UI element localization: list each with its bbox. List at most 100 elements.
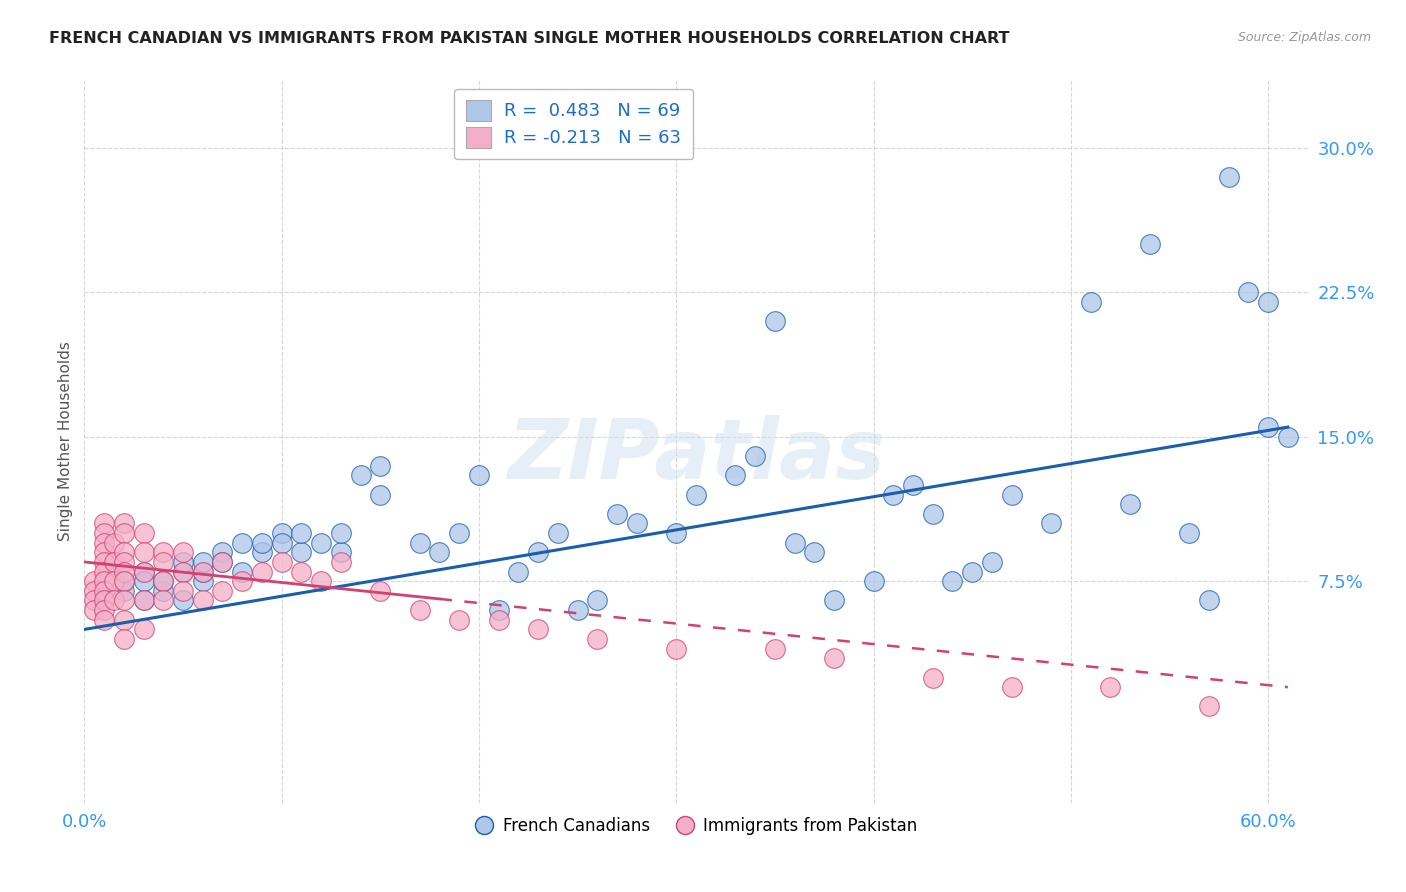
Point bbox=[763, 314, 786, 328]
Point bbox=[132, 593, 155, 607]
Point bbox=[329, 545, 352, 559]
Point bbox=[191, 574, 214, 589]
Point bbox=[1198, 699, 1220, 714]
Point bbox=[527, 545, 550, 559]
Point bbox=[921, 507, 943, 521]
Point bbox=[93, 583, 115, 598]
Point bbox=[132, 593, 155, 607]
Point bbox=[103, 535, 125, 549]
Point bbox=[429, 545, 451, 559]
Point bbox=[152, 555, 174, 569]
Point bbox=[250, 565, 273, 579]
Point bbox=[508, 565, 530, 579]
Point bbox=[83, 593, 105, 607]
Point bbox=[211, 583, 233, 598]
Point bbox=[211, 555, 233, 569]
Point bbox=[270, 535, 292, 549]
Point bbox=[112, 526, 135, 541]
Point bbox=[1099, 680, 1122, 694]
Point bbox=[211, 545, 233, 559]
Point bbox=[132, 565, 155, 579]
Point bbox=[941, 574, 963, 589]
Point bbox=[93, 555, 115, 569]
Point bbox=[270, 555, 292, 569]
Point bbox=[606, 507, 628, 521]
Point bbox=[112, 565, 135, 579]
Point bbox=[823, 593, 845, 607]
Point bbox=[1178, 526, 1201, 541]
Point bbox=[172, 583, 194, 598]
Point bbox=[172, 565, 194, 579]
Legend: French Canadians, Immigrants from Pakistan: French Canadians, Immigrants from Pakist… bbox=[468, 810, 924, 841]
Point bbox=[586, 593, 609, 607]
Point bbox=[823, 651, 845, 665]
Point bbox=[83, 574, 105, 589]
Point bbox=[488, 613, 510, 627]
Point bbox=[231, 535, 253, 549]
Point bbox=[93, 593, 115, 607]
Y-axis label: Single Mother Households: Single Mother Households bbox=[58, 342, 73, 541]
Point bbox=[93, 565, 115, 579]
Point bbox=[1257, 294, 1279, 309]
Point bbox=[250, 545, 273, 559]
Point bbox=[1237, 285, 1260, 300]
Point bbox=[270, 526, 292, 541]
Point bbox=[211, 555, 233, 569]
Point bbox=[685, 487, 707, 501]
Point bbox=[172, 565, 194, 579]
Point bbox=[744, 449, 766, 463]
Point bbox=[112, 574, 135, 589]
Point bbox=[103, 593, 125, 607]
Point bbox=[103, 555, 125, 569]
Point bbox=[567, 603, 589, 617]
Point bbox=[112, 613, 135, 627]
Point bbox=[309, 574, 332, 589]
Point bbox=[93, 574, 115, 589]
Point bbox=[1139, 237, 1161, 252]
Point bbox=[132, 623, 155, 637]
Point bbox=[1198, 593, 1220, 607]
Point bbox=[1080, 294, 1102, 309]
Text: ZIPatlas: ZIPatlas bbox=[508, 416, 884, 497]
Point bbox=[1040, 516, 1063, 531]
Point bbox=[152, 574, 174, 589]
Point bbox=[1001, 680, 1024, 694]
Point bbox=[783, 535, 806, 549]
Point bbox=[1277, 430, 1299, 444]
Point bbox=[93, 603, 115, 617]
Point bbox=[449, 526, 471, 541]
Point bbox=[1218, 169, 1240, 184]
Point bbox=[172, 555, 194, 569]
Text: FRENCH CANADIAN VS IMMIGRANTS FROM PAKISTAN SINGLE MOTHER HOUSEHOLDS CORRELATION: FRENCH CANADIAN VS IMMIGRANTS FROM PAKIS… bbox=[49, 31, 1010, 46]
Point bbox=[665, 641, 688, 656]
Point bbox=[93, 535, 115, 549]
Point bbox=[665, 526, 688, 541]
Point bbox=[93, 593, 115, 607]
Point bbox=[626, 516, 648, 531]
Point bbox=[329, 555, 352, 569]
Point bbox=[290, 526, 312, 541]
Point bbox=[290, 565, 312, 579]
Point bbox=[368, 458, 391, 473]
Point bbox=[152, 593, 174, 607]
Point bbox=[368, 487, 391, 501]
Point bbox=[191, 555, 214, 569]
Text: Source: ZipAtlas.com: Source: ZipAtlas.com bbox=[1237, 31, 1371, 45]
Point bbox=[132, 574, 155, 589]
Point bbox=[349, 468, 371, 483]
Point bbox=[112, 545, 135, 559]
Point bbox=[231, 565, 253, 579]
Point bbox=[112, 632, 135, 646]
Point bbox=[409, 535, 432, 549]
Point bbox=[191, 593, 214, 607]
Point bbox=[882, 487, 904, 501]
Point bbox=[527, 623, 550, 637]
Point bbox=[112, 593, 135, 607]
Point bbox=[1001, 487, 1024, 501]
Point bbox=[586, 632, 609, 646]
Point bbox=[231, 574, 253, 589]
Point bbox=[980, 555, 1002, 569]
Point bbox=[468, 468, 491, 483]
Point bbox=[172, 545, 194, 559]
Point bbox=[93, 613, 115, 627]
